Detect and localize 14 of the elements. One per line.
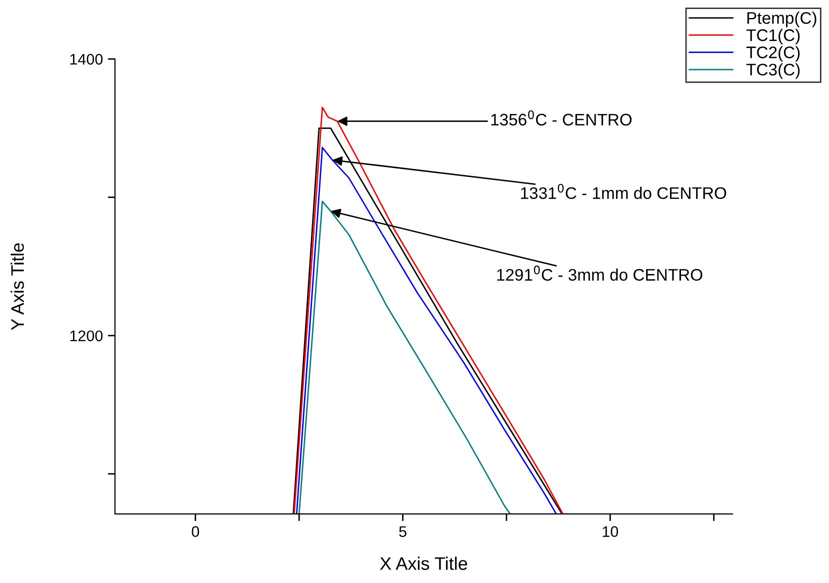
legend-label: TC2(C) (746, 46, 800, 62)
legend-label: Ptemp(C) (747, 12, 816, 28)
annotation: 1356$^{0}$C - CENTRO (491, 110, 632, 126)
y-tick-label: 1200 (70, 330, 103, 342)
legend-label: TC3(C) (746, 63, 800, 79)
y-axis-title: Y Axis Title (10, 243, 24, 330)
x-tick-label: 10 (602, 526, 618, 537)
x-tick-label: 0 (192, 526, 200, 537)
annotation: 1291$^{0}$C - 3mm do CENTRO (497, 266, 702, 281)
y-tick-label: 1400 (70, 54, 103, 65)
legend-label: TC1(C) (746, 28, 800, 44)
x-axis-title: X Axis Title (380, 556, 468, 570)
x-tick-label: 5 (399, 526, 406, 537)
annotation: 1331$^{0}$C - 1mm do CENTRO (521, 184, 726, 200)
